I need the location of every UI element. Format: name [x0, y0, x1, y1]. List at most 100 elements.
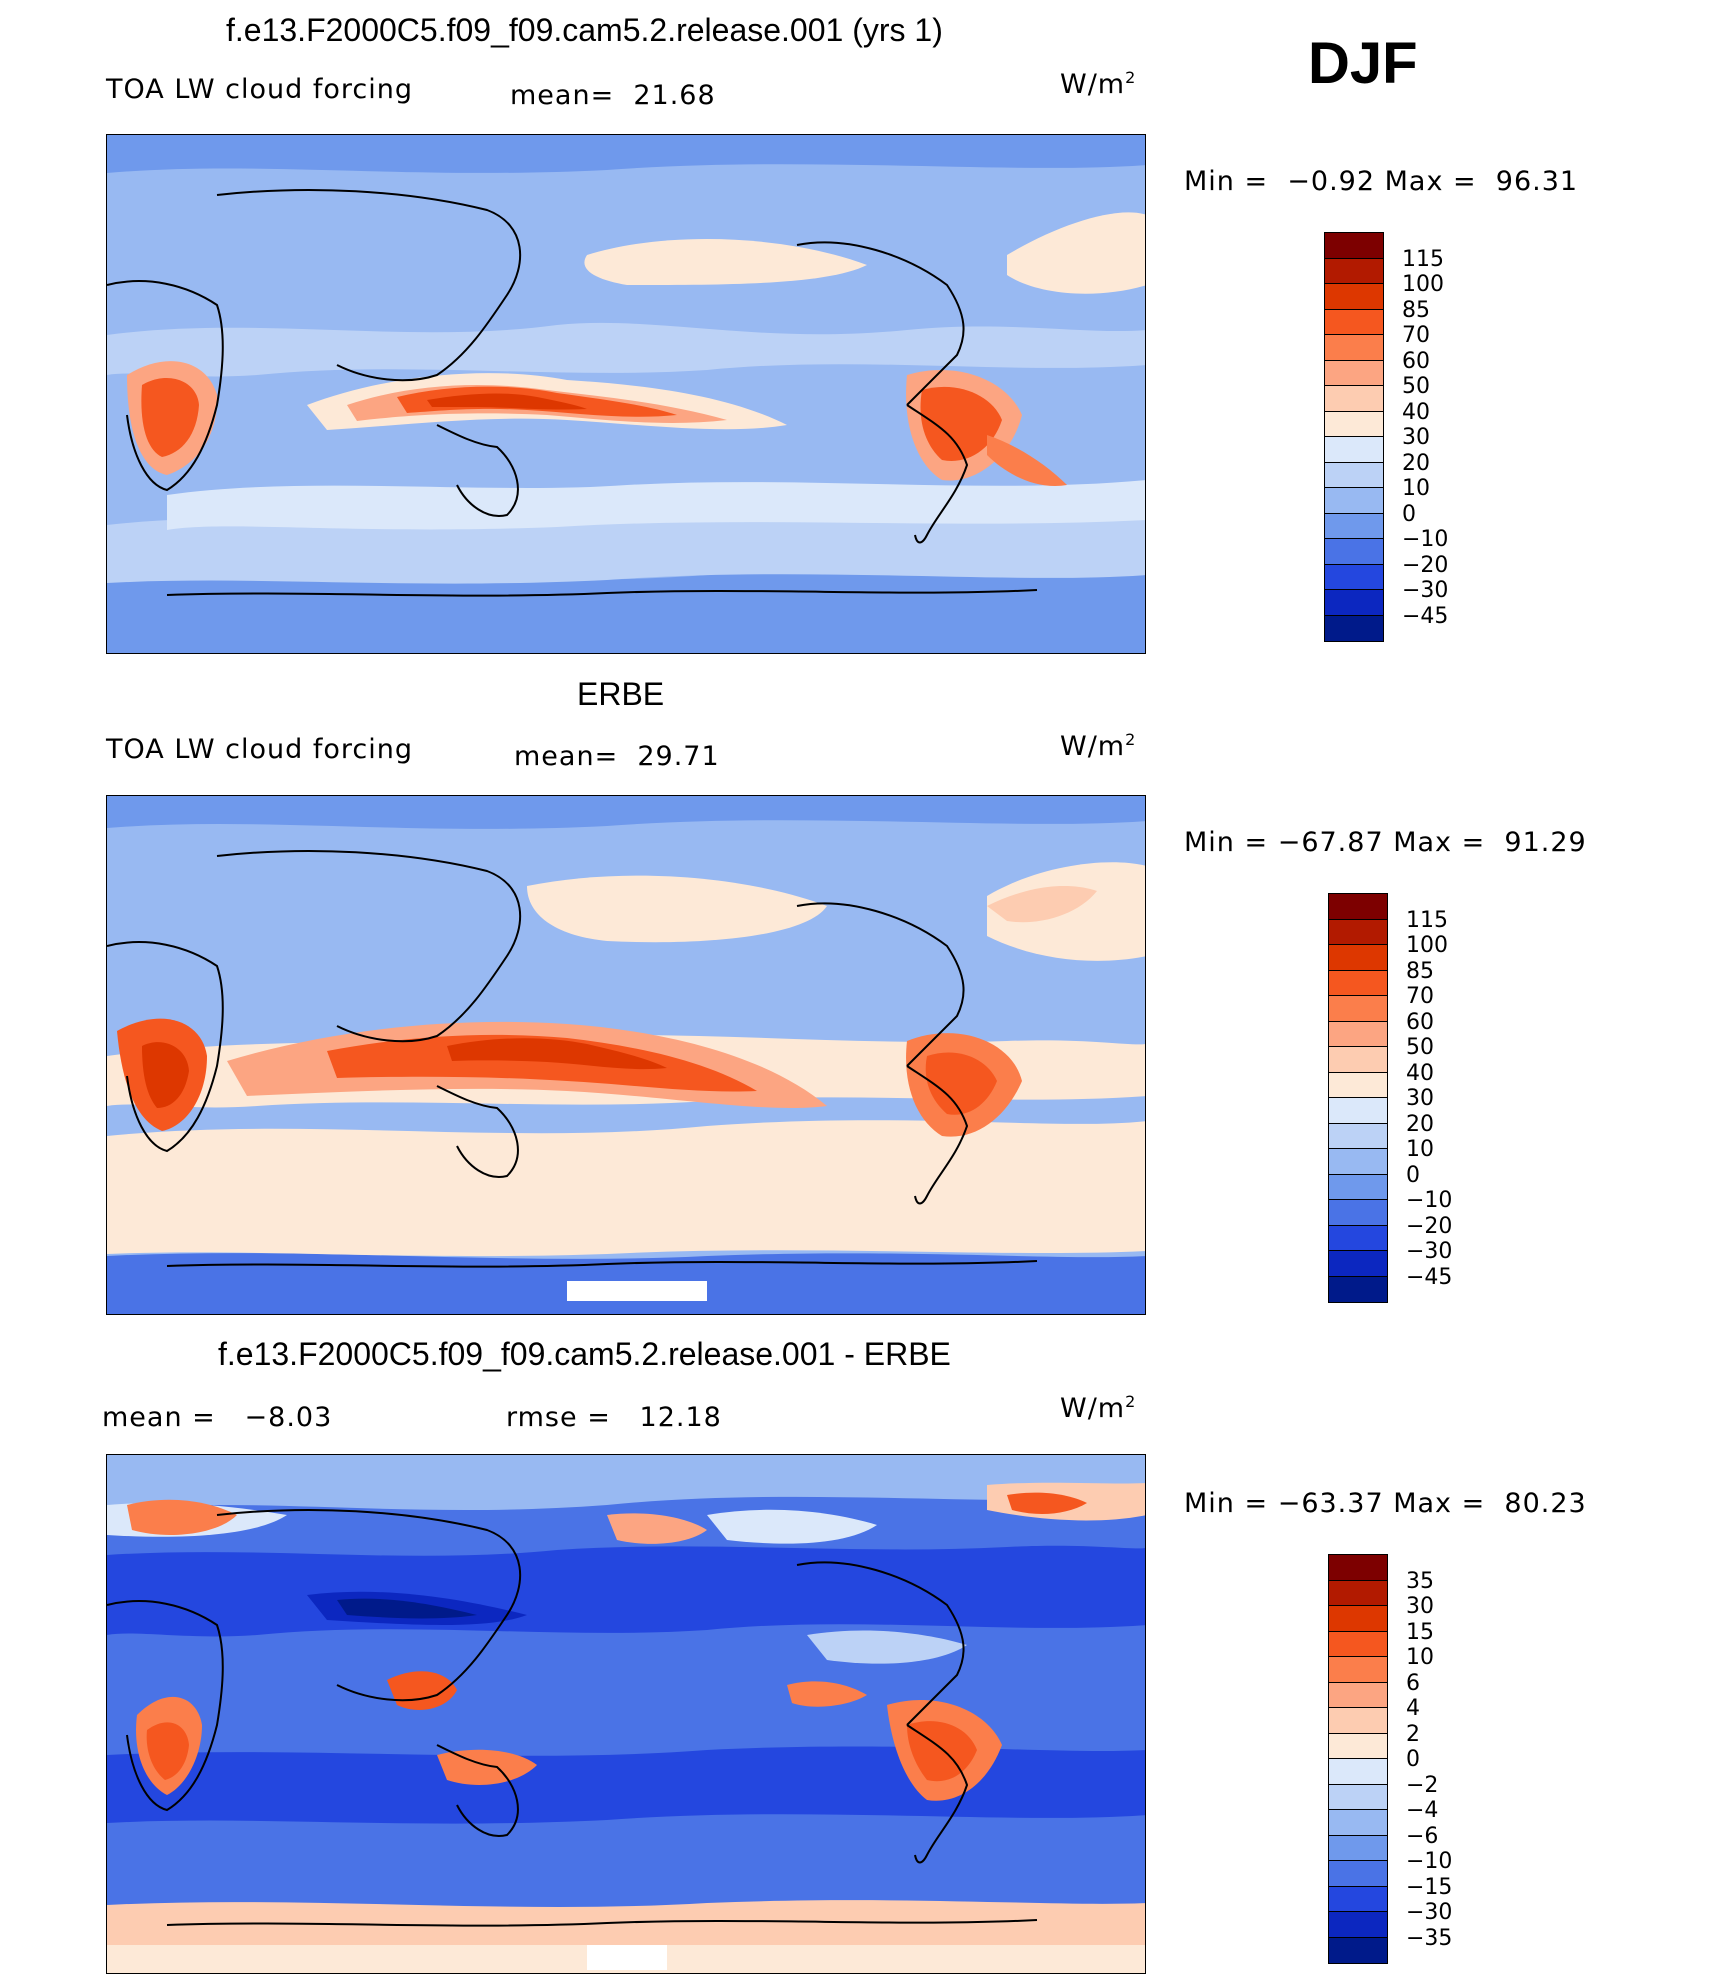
colorbar-tick-label: 35	[1406, 1568, 1434, 1594]
colorbar-tick-label: −30	[1402, 578, 1449, 603]
colorbar-swatch	[1325, 335, 1383, 361]
colorbar-swatch	[1325, 233, 1383, 259]
colorbar-tick-label: −15	[1406, 1874, 1453, 1900]
panel-2-unit-label: W/m2	[1060, 730, 1136, 762]
colorbar-tick-label: −6	[1406, 1823, 1439, 1849]
colorbar-swatch	[1329, 970, 1387, 996]
colorbar-tick-label: 20	[1406, 1111, 1434, 1137]
colorbar-swatch	[1329, 945, 1387, 971]
colorbar-tick-label: −10	[1406, 1188, 1453, 1213]
colorbar-tick-label: 20	[1402, 450, 1430, 476]
unit-sup: 2	[1125, 1392, 1137, 1411]
colorbar-swatch	[1329, 1835, 1387, 1861]
colorbar-swatch	[1329, 1912, 1387, 1938]
colorbar-tick-label: −20	[1406, 1213, 1453, 1239]
unit-base: W/m	[1060, 1393, 1126, 1424]
colorbar-swatch	[1329, 1657, 1387, 1683]
colorbar-tick-label: 30	[1402, 425, 1430, 450]
colorbar-swatch	[1325, 284, 1383, 310]
colorbar-tick-label: 30	[1406, 1086, 1434, 1111]
colorbar-swatch	[1329, 1149, 1387, 1175]
colorbar-swatch	[1329, 1606, 1387, 1632]
colorbar-tick-label: 60	[1406, 1009, 1434, 1035]
colorbar-tick-label: 0	[1406, 1747, 1420, 1772]
colorbar-tick-label: 4	[1406, 1696, 1420, 1721]
colorbar-swatch	[1329, 1631, 1387, 1657]
colorbar-swatch	[1329, 1759, 1387, 1785]
colorbar-tick-label: 100	[1402, 272, 1444, 297]
colorbar-swatch	[1329, 1937, 1387, 1963]
unit-sup: 2	[1125, 68, 1137, 87]
colorbar-tick-label: 0	[1406, 1162, 1420, 1188]
colorbar-tick-label: 2	[1406, 1721, 1420, 1747]
colorbar-swatch	[1329, 1200, 1387, 1226]
colorbar-swatch	[1329, 1276, 1387, 1302]
colorbar-swatch	[1329, 1098, 1387, 1124]
unit-base: W/m	[1060, 731, 1126, 762]
panel-3-mean-label: mean = −8.03	[102, 1402, 333, 1433]
panel-2-map	[106, 795, 1146, 1315]
colorbar-swatch	[1325, 437, 1383, 463]
panel-3-rmse-label: rmse = 12.18	[506, 1402, 722, 1433]
colorbar-swatch	[1329, 996, 1387, 1022]
colorbar-tick-label: 10	[1406, 1645, 1434, 1670]
colorbar-swatch	[1329, 1886, 1387, 1912]
colorbar-swatch	[1329, 1021, 1387, 1047]
colorbar-swatch	[1325, 564, 1383, 590]
colorbar-tick-label: 10	[1402, 476, 1430, 501]
panel-1-map-svg	[107, 135, 1145, 653]
colorbar-swatch	[1329, 1251, 1387, 1277]
colorbar-tick-label: −2	[1406, 1772, 1439, 1798]
panel-3-unit-label: W/m2	[1060, 1392, 1136, 1424]
panel-3-title: f.e13.F2000C5.f09_f09.cam5.2.release.001…	[218, 1336, 951, 1372]
colorbar-swatch	[1325, 539, 1383, 565]
colorbar-tick-label: 0	[1402, 501, 1416, 527]
colorbar-swatch	[1329, 1580, 1387, 1606]
panel-1-colorbar-cells	[1324, 232, 1384, 642]
colorbar-swatch	[1325, 462, 1383, 488]
panel-2-colorbar-cells	[1328, 893, 1388, 1303]
colorbar-tick-label: −35	[1406, 1925, 1453, 1951]
colorbar-tick-label: 70	[1406, 984, 1434, 1009]
colorbar-tick-label: −45	[1402, 603, 1449, 629]
colorbar-swatch	[1329, 894, 1387, 920]
colorbar-tick-label: 40	[1406, 1060, 1434, 1086]
colorbar-tick-label: −10	[1406, 1849, 1453, 1874]
panel-2-map-svg	[107, 796, 1145, 1314]
colorbar-swatch	[1329, 919, 1387, 945]
colorbar-tick-label: 115	[1402, 246, 1444, 272]
colorbar-swatch	[1325, 615, 1383, 641]
colorbar-swatch	[1329, 1708, 1387, 1734]
colorbar-swatch	[1325, 360, 1383, 386]
colorbar-tick-label: 100	[1406, 933, 1448, 958]
colorbar-swatch	[1329, 1123, 1387, 1149]
colorbar-tick-label: 50	[1406, 1035, 1434, 1060]
colorbar-swatch	[1329, 1174, 1387, 1200]
season-label: DJF	[1308, 31, 1418, 96]
colorbar-swatch	[1329, 1072, 1387, 1098]
colorbar-swatch	[1329, 1784, 1387, 1810]
colorbar-tick-label: 30	[1406, 1594, 1434, 1619]
colorbar-swatch	[1325, 386, 1383, 412]
colorbar-swatch	[1325, 590, 1383, 616]
colorbar-swatch	[1325, 258, 1383, 284]
colorbar-tick-label: −30	[1406, 1900, 1453, 1925]
panel-2-minmax: Min = −67.87 Max = 91.29	[1184, 827, 1587, 858]
colorbar-tick-label: 50	[1402, 374, 1430, 399]
colorbar-swatch	[1329, 1861, 1387, 1887]
colorbar-tick-label: −20	[1402, 552, 1449, 578]
panel-1-unit-label: W/m2	[1060, 68, 1136, 100]
panel-3-colorbar-cells	[1328, 1554, 1388, 1964]
colorbar-swatch	[1329, 1733, 1387, 1759]
colorbar-swatch	[1325, 411, 1383, 437]
panel-2-title: ERBE	[577, 676, 665, 712]
colorbar-tick-label: 115	[1406, 907, 1448, 933]
colorbar-swatch	[1329, 1682, 1387, 1708]
panel-1-mean-label: mean= 21.68	[510, 80, 716, 111]
panel-3-minmax: Min = −63.37 Max = 80.23	[1184, 1488, 1587, 1519]
colorbar-tick-label: −4	[1406, 1798, 1439, 1823]
colorbar-tick-label: 6	[1406, 1670, 1420, 1696]
panel-2-mean-label: mean= 29.71	[514, 741, 720, 772]
panel-3-map-svg	[107, 1455, 1145, 1973]
panel-1-title: f.e13.F2000C5.f09_f09.cam5.2.release.001…	[226, 12, 943, 48]
